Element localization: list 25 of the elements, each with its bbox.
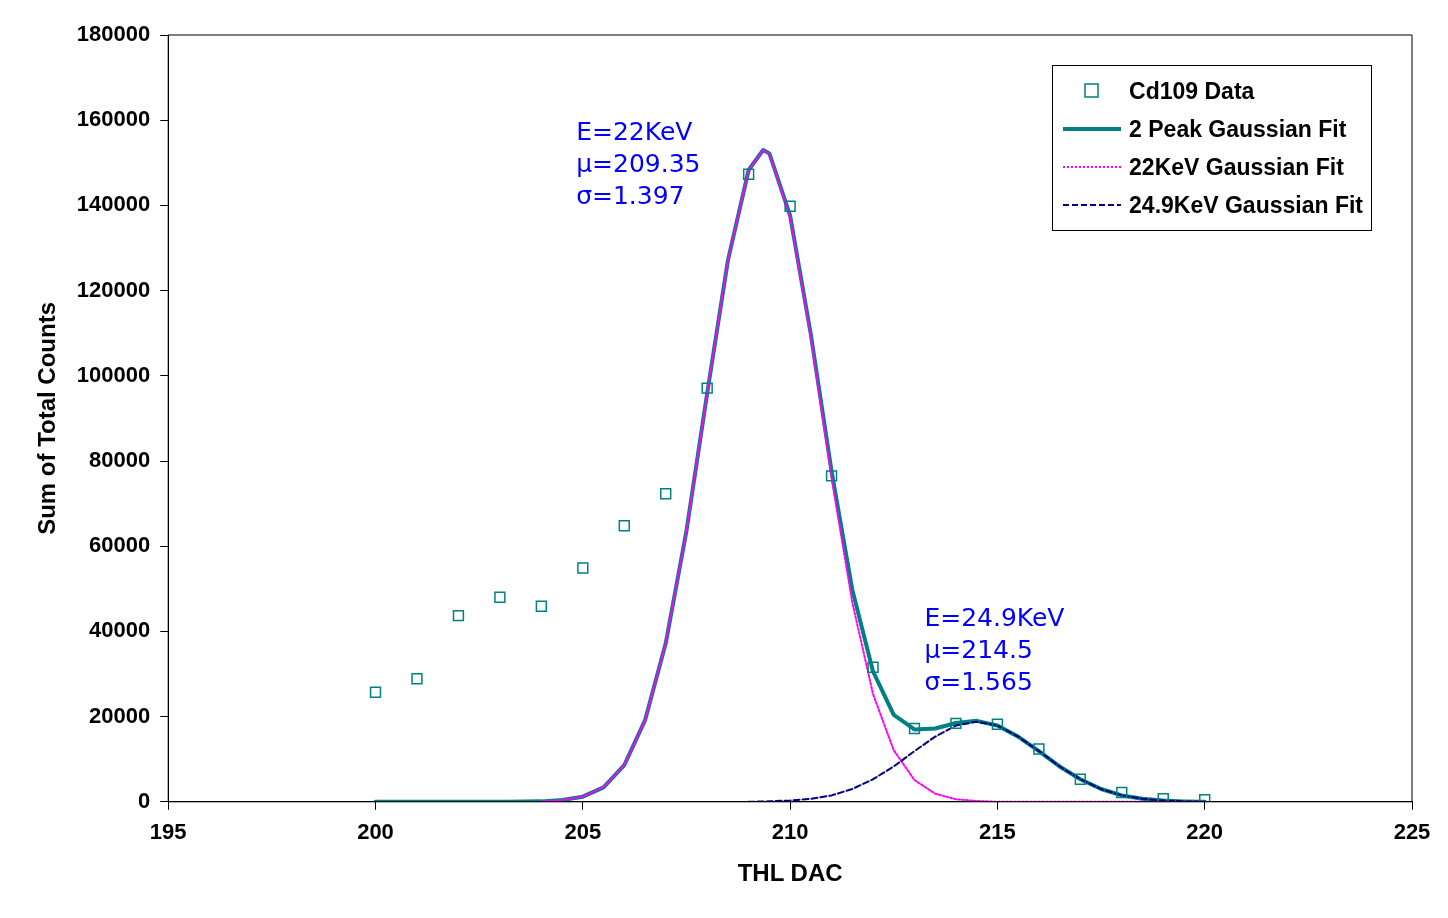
y-tick-label: 40000 (89, 617, 151, 643)
legend-label: Cd109 Data (1129, 77, 1255, 105)
y-tick-label: 180000 (76, 21, 151, 47)
legend-label: 2 Peak Gaussian Fit (1129, 115, 1347, 143)
x-tick-label: 215 (979, 819, 1016, 845)
legend-label: 24.9KeV Gaussian Fit (1129, 191, 1363, 219)
y-tick-label: 80000 (89, 447, 151, 473)
y-tick-label: 0 (137, 787, 151, 813)
y-tick-label: 100000 (76, 361, 151, 387)
x-tick-label: 220 (1186, 819, 1224, 845)
x-axis-title: THL DAC (737, 859, 843, 887)
x-tick-label: 225 (1393, 819, 1431, 845)
y-axis-title: Sum of Total Counts (33, 301, 61, 535)
x-tick-label: 195 (149, 819, 187, 845)
y-tick-label: 120000 (76, 276, 151, 302)
y-tick-label: 140000 (76, 191, 151, 217)
y-tick-label: 60000 (89, 532, 151, 558)
legend-label: 22KeV Gaussian Fit (1129, 153, 1344, 181)
y-tick-label: 160000 (76, 106, 151, 132)
annotation: E=22KeV μ=209.35 σ=1.397 (576, 115, 701, 212)
annotation: E=24.9KeV μ=214.5 σ=1.565 (924, 602, 1065, 699)
x-tick-label: 210 (771, 819, 809, 845)
x-tick-label: 205 (564, 819, 602, 845)
y-tick-label: 20000 (89, 702, 151, 728)
x-tick-label: 200 (357, 819, 394, 845)
